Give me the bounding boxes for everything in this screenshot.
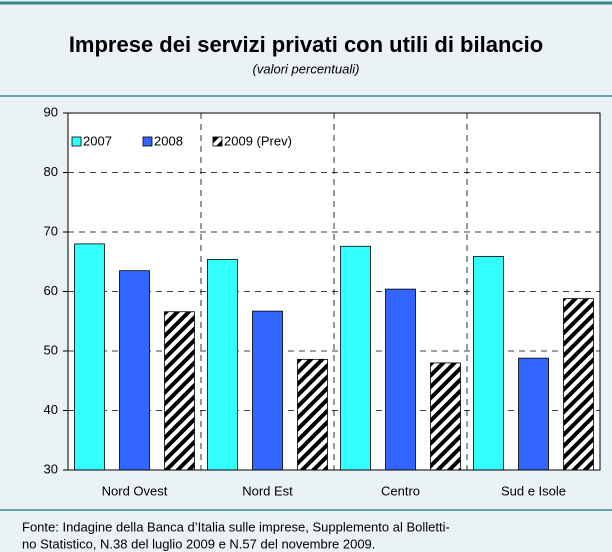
bar bbox=[563, 298, 594, 471]
legend-swatch bbox=[71, 136, 82, 147]
y-tick-label: 70 bbox=[44, 223, 58, 238]
bar bbox=[340, 245, 371, 471]
source-note: no Statistico, N.38 del luglio 2009 e N.… bbox=[22, 536, 375, 551]
legend-label: 2008 bbox=[154, 133, 183, 148]
bar bbox=[385, 288, 416, 471]
x-tick-label: Centro bbox=[381, 483, 420, 498]
bar bbox=[119, 270, 150, 471]
y-tick-label: 80 bbox=[44, 164, 58, 179]
bar bbox=[164, 311, 195, 471]
y-tick-label: 40 bbox=[44, 402, 58, 417]
x-tick-label: Nord Ovest bbox=[102, 483, 168, 498]
y-tick-label: 50 bbox=[44, 342, 58, 357]
legend-swatch bbox=[212, 136, 223, 147]
bar bbox=[297, 358, 328, 471]
y-tick-label: 90 bbox=[44, 104, 58, 119]
bar bbox=[207, 258, 238, 471]
legend-swatch bbox=[142, 136, 153, 147]
bar bbox=[74, 243, 105, 471]
source-note: Fonte: Indagine della Banca d’Italia sul… bbox=[22, 519, 450, 534]
y-tick-label: 60 bbox=[44, 283, 58, 298]
legend-label: 2009 (Prev) bbox=[224, 133, 292, 148]
chart-subtitle: (valori percentuali) bbox=[253, 61, 360, 76]
y-tick-label: 30 bbox=[44, 461, 58, 476]
bar bbox=[518, 357, 549, 471]
plot-border bbox=[67, 112, 601, 471]
bar bbox=[252, 310, 283, 471]
chart-title: Imprese dei servizi privati con utili di… bbox=[69, 32, 543, 57]
bar bbox=[430, 362, 461, 471]
x-tick-label: Sud e Isole bbox=[501, 483, 566, 498]
bar bbox=[473, 255, 504, 471]
legend-label: 2007 bbox=[83, 133, 112, 148]
x-tick-label: Nord Est bbox=[242, 483, 293, 498]
